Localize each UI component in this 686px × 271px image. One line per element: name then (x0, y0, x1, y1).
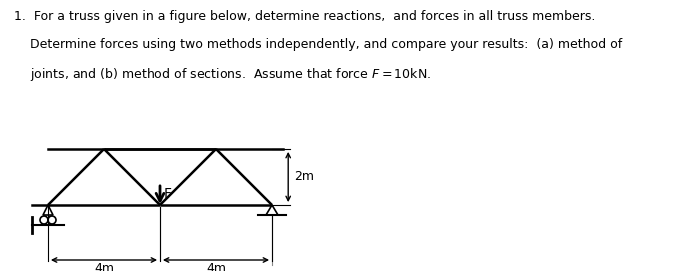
Text: 2m: 2m (294, 170, 314, 183)
Text: Determine forces using two methods independently, and compare your results:  (a): Determine forces using two methods indep… (30, 38, 622, 51)
Text: joints, and (b) method of sections.  Assume that force $F = 10$kN.: joints, and (b) method of sections. Assu… (30, 66, 431, 83)
Text: 4m: 4m (94, 262, 114, 271)
Text: F: F (164, 187, 172, 201)
Text: 1.  For a truss given in a figure below, determine reactions,  and forces in all: 1. For a truss given in a figure below, … (14, 10, 595, 23)
Text: 4m: 4m (206, 262, 226, 271)
